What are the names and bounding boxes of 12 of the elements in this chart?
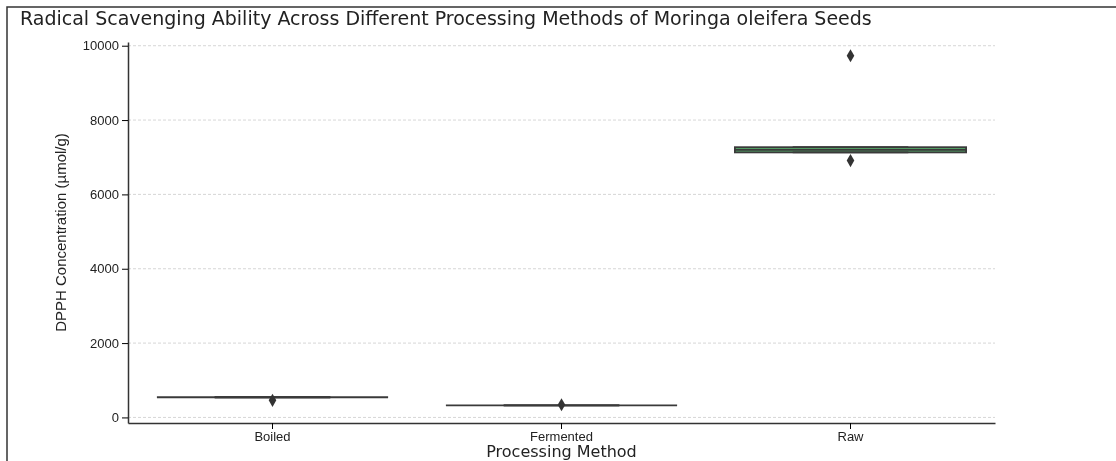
y-tick-label: 8000	[90, 112, 119, 128]
chart-title: Radical Scavenging Ability Across Different Processing Methods of Moringa oleifera Seeds	[20, 7, 872, 29]
y-tick-label: 10000	[82, 38, 119, 54]
y-tick-label: 6000	[90, 187, 119, 203]
y-tick-label: 2000	[90, 335, 119, 351]
x-axis-title: Processing Method	[486, 442, 637, 461]
x-tick-label: Raw	[837, 429, 865, 445]
y-axis-title: DPPH Concentration (µmol/g)	[52, 133, 69, 332]
y-tick-label: 4000	[90, 261, 119, 277]
x-tick-label: Boiled	[254, 429, 291, 445]
y-tick-label: 0	[111, 410, 119, 426]
x-tick-label: Fermented	[530, 429, 593, 445]
